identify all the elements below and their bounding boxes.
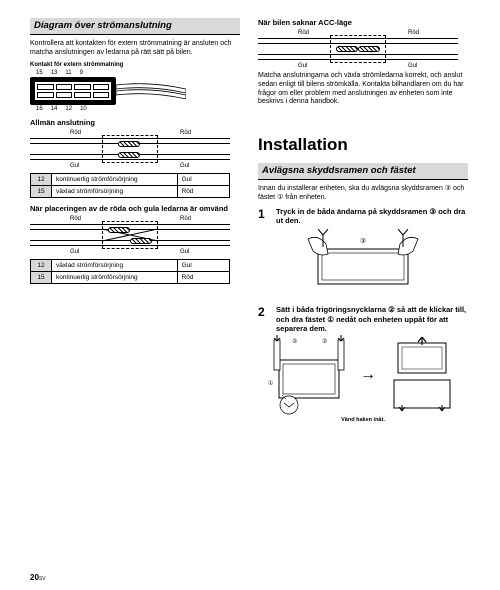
- wire-label-red: Röd: [70, 130, 81, 136]
- pin-label: 11: [65, 70, 71, 76]
- pin-label: 12: [65, 106, 72, 112]
- sub-heading-general: Allmän anslutning: [30, 118, 240, 127]
- cell-num: 15: [31, 185, 52, 197]
- page-number: 20SV: [30, 573, 46, 582]
- pin-label: 13: [51, 70, 58, 76]
- cell-color: Röd: [177, 185, 229, 197]
- installation-title: Installation: [258, 135, 468, 155]
- step-1: 1 Tryck in de båda ändarna på skyddsrame…: [258, 207, 468, 226]
- table-row: 12 växlad strömförsörjning Gul: [31, 259, 230, 271]
- cell-num: 12: [31, 259, 52, 271]
- cell-num: 15: [31, 271, 52, 283]
- wire-label-yellow: Gul: [180, 163, 189, 169]
- wire-label-yellow: Gul: [70, 163, 79, 169]
- pin-labels-bottom: 16 14 12 10: [30, 106, 240, 112]
- wire-figure-1: Röd Röd Gul Gul: [30, 130, 230, 170]
- pin-labels-top: 15 13 11 9: [30, 70, 240, 76]
- pin-label: 10: [80, 106, 87, 112]
- wire-figure-3: Röd Röd Gul Gul: [258, 30, 458, 70]
- body-no-acc: Matcha anslutningarna och växla strömled…: [258, 72, 468, 107]
- table-row: 12 kontinuerlig strömförsörjning Gul: [31, 173, 230, 185]
- connector-diagram: 15 13 11 9 16 14 1: [30, 70, 240, 112]
- cell-num: 12: [31, 173, 52, 185]
- sub-heading-reversed: När placeringen av de röda och gula leda…: [30, 204, 240, 213]
- wire-label-red: Röd: [298, 30, 309, 36]
- table-row: 15 kontinuerlig strömförsörjning Röd: [31, 271, 230, 283]
- pin-label: 9: [80, 70, 83, 76]
- release-keys-icon: ② ② ①: [264, 335, 354, 415]
- arrow-icon: →: [360, 366, 376, 384]
- cell-color: Gul: [177, 173, 229, 185]
- power-table-2: 12 växlad strömförsörjning Gul 15 kontin…: [30, 259, 230, 284]
- wire-label-red: Röd: [180, 130, 191, 136]
- wire-label-red: Röd: [70, 216, 81, 222]
- wire-label-yellow: Gul: [408, 63, 417, 69]
- wire-label-red: Röd: [180, 216, 191, 222]
- wire-label-red: Röd: [408, 30, 419, 36]
- step-2: 2 Sätt i båda frigöringsnycklarna ② så a…: [258, 305, 468, 333]
- cell-name: kontinuerlig strömförsörjning: [51, 271, 177, 283]
- illustration-1: ③: [288, 229, 438, 299]
- wire-label-yellow: Gul: [298, 63, 307, 69]
- frame-remove-icon: ③: [288, 229, 438, 299]
- step-number: 2: [258, 305, 270, 333]
- step-text: Tryck in de båda ändarna på skyddsramen …: [276, 207, 468, 226]
- pin-label: 15: [36, 70, 43, 76]
- power-table-1: 12 kontinuerlig strömförsörjning Gul 15 …: [30, 173, 230, 198]
- table-row: 15 växlad strömförsörjning Röd: [31, 185, 230, 197]
- step-text: Sätt i båda frigöringsnycklarna ② så att…: [276, 305, 468, 333]
- two-column-layout: Diagram över strömanslutning Kontrollera…: [30, 18, 476, 423]
- separate-unit-icon: [382, 335, 462, 415]
- pin-label: 14: [51, 106, 58, 112]
- cell-name: växlad strömförsörjning: [51, 259, 177, 271]
- svg-text:①: ①: [268, 380, 273, 387]
- step-number: 1: [258, 207, 270, 226]
- wire-label-yellow: Gul: [70, 249, 79, 255]
- section1-body: Kontrollera att kontakten för extern str…: [30, 40, 240, 58]
- svg-text:②: ②: [292, 338, 297, 345]
- cell-name: växlad strömförsörjning: [51, 185, 177, 197]
- cell-color: Gul: [177, 259, 229, 271]
- page-num-value: 20: [30, 573, 39, 582]
- right-column: När bilen saknar ACC-läge Röd Röd Gul Gu…: [258, 18, 468, 423]
- wire-figure-2: Röd Röd Gul Gul: [30, 216, 230, 256]
- section-header-remove-frame: Avlägsna skyddsramen och fästet: [258, 163, 468, 180]
- sub-heading-no-acc: När bilen saknar ACC-läge: [258, 18, 468, 27]
- illus2-caption: Vänd haken inåt.: [258, 417, 468, 423]
- connector-block: [30, 77, 116, 105]
- section2-body: Innan du installerar enheten, ska du avl…: [258, 185, 468, 203]
- cell-name: kontinuerlig strömförsörjning: [51, 173, 177, 185]
- page-num-suffix: SV: [39, 576, 46, 582]
- illustration-2-row: ② ② ① →: [258, 335, 468, 415]
- cell-color: Röd: [177, 271, 229, 283]
- left-column: Diagram över strömanslutning Kontrollera…: [30, 18, 240, 423]
- wire-label-yellow: Gul: [180, 249, 189, 255]
- svg-text:②: ②: [322, 338, 327, 345]
- connector-caption: Kontakt för extern strömmatning: [30, 62, 240, 68]
- pin-label: 16: [36, 106, 43, 112]
- circ3-label: ③: [360, 237, 366, 245]
- cable-icon: [116, 83, 186, 99]
- section-header-power-diagram: Diagram över strömanslutning: [30, 18, 240, 35]
